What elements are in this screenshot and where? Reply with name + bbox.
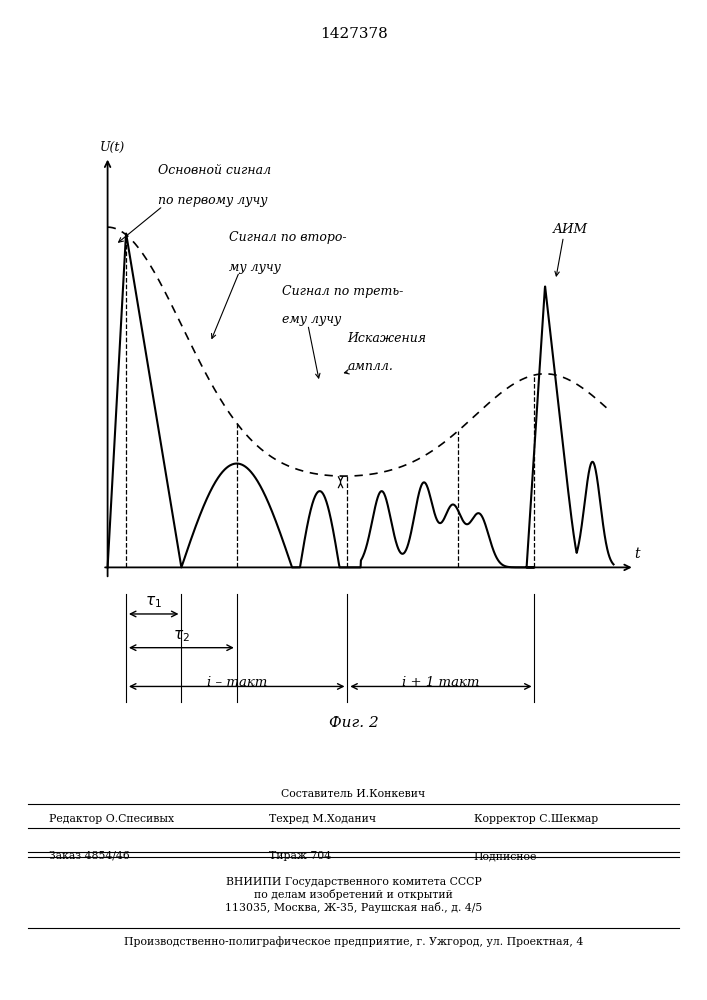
Text: i + 1 такт: i + 1 такт: [402, 676, 479, 689]
Text: ВНИИПИ Государственного комитета СССР: ВНИИПИ Государственного комитета СССР: [226, 877, 481, 887]
Text: амплл.: амплл.: [347, 360, 393, 373]
Text: 1427378: 1427378: [320, 27, 387, 41]
Text: АИМ: АИМ: [553, 223, 588, 236]
Text: Фиг. 2: Фиг. 2: [329, 716, 378, 730]
Text: Основной сигнал: Основной сигнал: [158, 164, 271, 177]
Text: Тираж 704: Тираж 704: [269, 851, 331, 861]
Text: Составитель И.Конкевич: Составитель И.Конкевич: [281, 789, 426, 799]
Text: t: t: [634, 547, 640, 561]
Text: Искажения: Искажения: [347, 332, 426, 345]
Text: Техред М.Ходанич: Техред М.Ходанич: [269, 814, 376, 824]
Text: $\tau_1$: $\tau_1$: [145, 595, 162, 610]
Text: 113035, Москва, Ж-35, Раушская наб., д. 4/5: 113035, Москва, Ж-35, Раушская наб., д. …: [225, 902, 482, 913]
Text: по первому лучу: по первому лучу: [158, 194, 267, 207]
Text: Сигнал по треть-: Сигнал по треть-: [281, 285, 403, 298]
Text: Корректор С.Шекмар: Корректор С.Шекмар: [474, 814, 598, 824]
Text: ему лучу: ему лучу: [281, 313, 341, 326]
Text: Подписное: Подписное: [474, 851, 537, 861]
Text: му лучу: му лучу: [229, 261, 281, 274]
Text: Редактор О.Спесивых: Редактор О.Спесивых: [49, 814, 175, 824]
Text: Производственно-полиграфическое предприятие, г. Ужгород, ул. Проектная, 4: Производственно-полиграфическое предприя…: [124, 936, 583, 947]
Text: по делам изобретений и открытий: по делам изобретений и открытий: [254, 889, 453, 900]
Text: i – такт: i – такт: [206, 676, 267, 689]
Text: $\tau_2$: $\tau_2$: [173, 628, 189, 644]
Text: Заказ 4854/46: Заказ 4854/46: [49, 851, 130, 861]
Text: U(t): U(t): [100, 141, 125, 154]
Text: Сигнал по второ-: Сигнал по второ-: [229, 231, 346, 244]
